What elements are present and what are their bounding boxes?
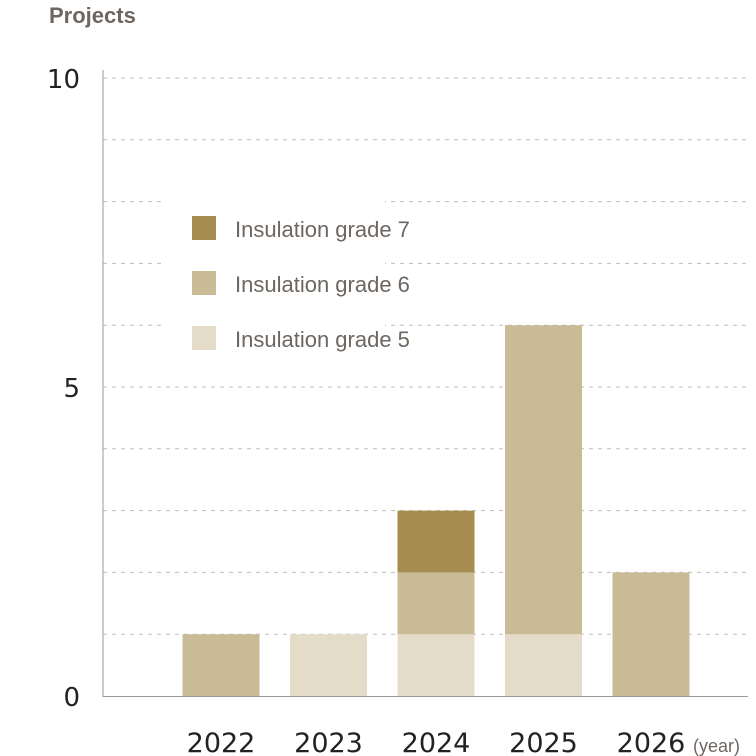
bars bbox=[182, 325, 690, 696]
bar-segment bbox=[397, 572, 475, 635]
y-tick-labels: 0 5 10 bbox=[47, 65, 80, 713]
axes bbox=[102, 70, 748, 697]
legend-label: Insulation grade 5 bbox=[235, 327, 410, 352]
x-tick-label: 2024 bbox=[402, 728, 471, 756]
legend-label: Insulation grade 7 bbox=[235, 217, 410, 242]
x-tick-label: 2025 bbox=[509, 728, 578, 756]
bar-segment bbox=[290, 634, 367, 696]
legend-swatch bbox=[192, 216, 216, 240]
y-tick-label: 10 bbox=[47, 65, 80, 95]
y-axis-title: Projects bbox=[49, 3, 136, 28]
legend-swatch bbox=[192, 326, 216, 350]
x-tick-label: 2023 bbox=[294, 728, 363, 756]
y-tick-label: 5 bbox=[63, 374, 80, 404]
bar-segment bbox=[397, 634, 475, 696]
bar-segment bbox=[612, 572, 690, 696]
x-tick-label: 2022 bbox=[187, 728, 256, 756]
legend: Insulation grade 7 Insulation grade 6 Insu… bbox=[165, 195, 410, 375]
x-tick-label: 2026 bbox=[617, 728, 686, 756]
bar-segment bbox=[182, 634, 260, 696]
bar-segment bbox=[505, 634, 582, 696]
y-tick-label: 0 bbox=[63, 683, 80, 713]
legend-label: Insulation grade 6 bbox=[235, 272, 410, 297]
x-axis-unit: (year) bbox=[693, 736, 740, 756]
bar-segment bbox=[397, 510, 475, 573]
bar-segment bbox=[505, 325, 582, 635]
legend-swatch bbox=[192, 271, 216, 295]
x-tick-labels: 2022 2023 2024 2025 2026 bbox=[187, 728, 686, 756]
